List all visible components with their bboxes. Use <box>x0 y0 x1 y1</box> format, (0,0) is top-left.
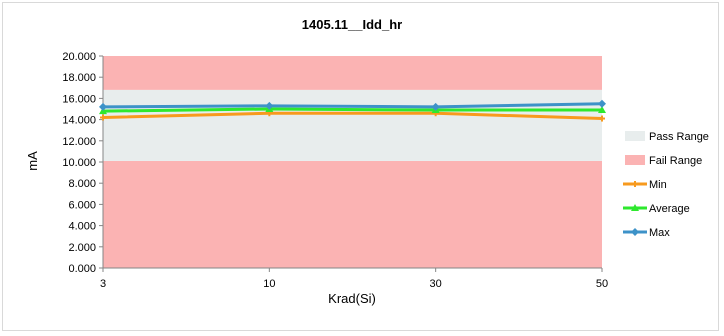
legend: Pass Range Fail Range Min Average Max <box>623 131 709 239</box>
y-tick-label: 16.000 <box>62 93 96 105</box>
legend-label-min: Min <box>649 179 667 191</box>
x-tick-label: 3 <box>100 278 106 290</box>
legend-label-pass-range: Pass Range <box>649 131 709 143</box>
legend-swatch-fail-range <box>625 155 645 165</box>
data-series <box>99 99 606 122</box>
series-line-min <box>102 111 603 121</box>
series-line-max <box>102 102 603 109</box>
legend-marker-max <box>631 228 639 236</box>
y-tick-label: 4.000 <box>68 221 96 233</box>
y-axis-title: mA <box>25 151 40 171</box>
legend-label-max: Max <box>649 227 670 239</box>
y-tick-label: 14.000 <box>62 115 96 127</box>
legend-swatch-pass-range <box>625 131 645 141</box>
y-tick-label: 8.000 <box>68 178 96 190</box>
fail-range-band <box>103 160 602 268</box>
series-point-min-v <box>102 114 104 121</box>
legend-label-average: Average <box>649 203 690 215</box>
series-point-max <box>431 102 440 111</box>
y-tick-label: 2.000 <box>68 242 96 254</box>
fail-range-band <box>103 56 602 90</box>
legend-marker-average <box>631 204 639 211</box>
series-point-average <box>598 106 606 114</box>
range-bands <box>103 56 602 268</box>
series-point-max <box>598 99 606 108</box>
series-line-average <box>102 107 602 113</box>
y-tick-label: 6.000 <box>68 199 96 211</box>
y-tick-label: 18.000 <box>62 72 96 84</box>
x-axis-title: Krad(Si) <box>328 291 376 306</box>
legend-label-fail-range: Fail Range <box>649 155 702 167</box>
series-point-min-v <box>601 115 603 122</box>
y-tick-label: 0.000 <box>68 263 96 275</box>
pass-range-band <box>103 89 602 161</box>
series-point-min-v <box>268 110 271 117</box>
y-tick-label: 10.000 <box>62 157 96 169</box>
legend-marker-min-v <box>634 181 636 187</box>
y-tick-label: 12.000 <box>62 136 96 148</box>
series-point-max <box>265 101 274 110</box>
series-point-min-v <box>434 110 437 117</box>
x-tick-label: 30 <box>430 278 442 290</box>
axes: 0.000 2.000 4.000 6.000 8.000 10.000 12.000 14.… <box>62 51 608 290</box>
x-tick-label: 10 <box>263 278 275 290</box>
series-point-max <box>99 102 107 111</box>
chart-title: 1405.11__Idd_hr <box>302 17 402 32</box>
y-tick-label: 20.000 <box>62 51 96 63</box>
x-tick-label: 50 <box>596 278 608 290</box>
